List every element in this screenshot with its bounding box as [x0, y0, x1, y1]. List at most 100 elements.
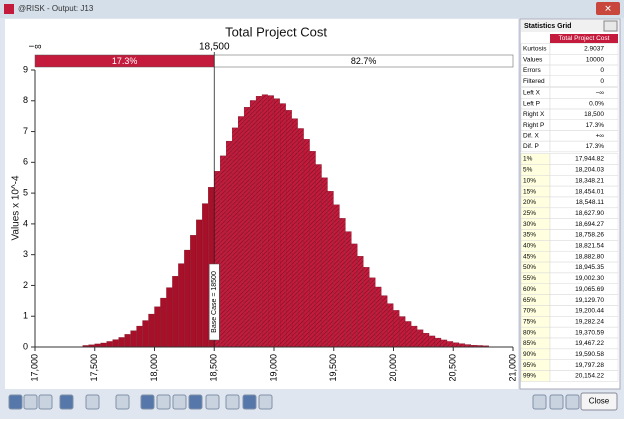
- stats-row-value: 19,129.70: [575, 297, 604, 304]
- x-tick-label: 20,500: [448, 354, 458, 382]
- stats-row-value: 18,694.27: [575, 221, 604, 228]
- toolbar-button[interactable]: [38, 394, 53, 410]
- y-tick-label: 8: [23, 95, 28, 105]
- histogram-bar: [160, 297, 167, 348]
- stats-row-label: 20%: [523, 199, 536, 206]
- stats-row-value: 19,200.44: [575, 308, 604, 315]
- y-tick-label: 1: [23, 311, 28, 321]
- close-window-button[interactable]: [596, 2, 620, 15]
- nav-button[interactable]: [532, 394, 547, 410]
- histogram-bar: [172, 276, 179, 348]
- x-tick-label: 18,000: [149, 354, 159, 382]
- stats-row-value: 2.9037: [584, 46, 604, 53]
- histogram-bar: [387, 303, 394, 348]
- stats-row-value-cell: [549, 98, 619, 110]
- histogram-bar: [309, 151, 316, 348]
- toolbar-button[interactable]: [23, 394, 38, 410]
- histogram-bar: [178, 263, 185, 348]
- stats-row-label: 70%: [523, 308, 536, 315]
- stats-row-label: 35%: [523, 232, 536, 239]
- histogram-bar: [303, 139, 310, 348]
- stats-row-value: 19,590.58: [575, 351, 604, 358]
- stats-row-value-cell: [549, 119, 619, 131]
- histogram-bar: [405, 321, 412, 348]
- histogram-bar: [321, 177, 328, 348]
- stats-row-value-cell: [549, 54, 619, 66]
- nav-button[interactable]: [565, 394, 580, 410]
- stats-row-label: 60%: [523, 286, 536, 293]
- y-tick-label: 7: [23, 126, 28, 136]
- toolbar-button[interactable]: [205, 394, 220, 410]
- toolbar-button[interactable]: [140, 394, 155, 410]
- stats-row-value: 18,204.03: [575, 167, 604, 174]
- toolbar-button[interactable]: [156, 394, 171, 410]
- x-tick-label: 19,500: [328, 354, 338, 382]
- stats-row-label: Right X: [523, 111, 545, 118]
- histogram-bar: [423, 332, 430, 348]
- stats-row-label: Dif. X: [523, 133, 540, 140]
- stats-row-label: 80%: [523, 329, 536, 336]
- x-tick-label: 17,500: [89, 354, 99, 382]
- x-tick-label: 20,000: [388, 354, 398, 382]
- toolbar-button[interactable]: [188, 394, 203, 410]
- stats-row-value: 0.0%: [589, 100, 604, 107]
- close-button[interactable]: [580, 392, 618, 411]
- column-header-bg: [550, 34, 618, 43]
- chart-title: Total Project Cost: [225, 24, 327, 39]
- stats-row-label: 99%: [523, 373, 536, 380]
- histogram-bar: [357, 256, 364, 348]
- stats-row-label: Values: [523, 56, 543, 63]
- stats-row-label: 95%: [523, 362, 536, 369]
- stats-row-value: 18,758.26: [575, 232, 604, 239]
- stats-row-value: 19,467.22: [575, 340, 604, 347]
- histogram-bar: [154, 306, 161, 348]
- histogram-bar: [369, 277, 376, 348]
- histogram-bar: [327, 191, 334, 348]
- stats-row-label: 1%: [523, 156, 533, 163]
- stats-row-label: 65%: [523, 297, 536, 304]
- histogram-bar: [363, 267, 370, 348]
- x-tick-label: 19,000: [268, 354, 278, 382]
- toolbar-button[interactable]: [258, 394, 273, 410]
- nav-button[interactable]: [549, 394, 564, 410]
- histogram-bar: [232, 127, 239, 348]
- delimiter-right-percent: 82.7%: [351, 56, 377, 66]
- y-axis-label: Values x 10^-4: [11, 175, 22, 241]
- stats-row-value: 18,627.90: [575, 210, 604, 217]
- histogram-bar: [345, 231, 352, 348]
- histogram-bar: [112, 339, 119, 348]
- stats-row-label: 45%: [523, 253, 536, 260]
- toolbar-button[interactable]: [225, 394, 240, 410]
- histogram-bar: [375, 286, 382, 348]
- toolbar-button[interactable]: [172, 394, 187, 410]
- toolbar-button[interactable]: [8, 394, 23, 410]
- stats-row-value: 19,002.30: [575, 275, 604, 282]
- toolbar-button[interactable]: [115, 394, 130, 410]
- toolbar-button[interactable]: [85, 394, 100, 410]
- stats-row-value: +∞: [596, 133, 605, 140]
- stats-row-value-cell: [549, 140, 619, 153]
- histogram-bar: [196, 219, 203, 348]
- stats-row-label: 5%: [523, 167, 533, 174]
- annotation-box: [209, 263, 220, 341]
- x-tick-label: 18,500: [209, 354, 219, 382]
- histogram-bar: [453, 342, 460, 348]
- toolbar-button[interactable]: [59, 394, 74, 410]
- stats-grid-header: [521, 20, 619, 32]
- stats-row-value: 0: [600, 67, 604, 74]
- delimiter-left-percent: 17.3%: [112, 56, 138, 66]
- y-tick-label: 6: [23, 157, 28, 167]
- x-tick-label: 21,000: [507, 354, 517, 382]
- histogram-bar: [267, 95, 274, 348]
- histogram-bar: [297, 128, 304, 348]
- stats-row-label: 30%: [523, 221, 536, 228]
- histogram-bar: [285, 110, 292, 348]
- histogram-bar: [243, 107, 250, 348]
- toolbar-button[interactable]: [242, 394, 257, 410]
- stats-row-label: 90%: [523, 351, 536, 358]
- stats-row-value-cell: [549, 130, 619, 142]
- stats-grid-dropdown[interactable]: [603, 20, 618, 32]
- y-tick-label: 4: [23, 218, 28, 228]
- histogram-bar: [130, 330, 137, 348]
